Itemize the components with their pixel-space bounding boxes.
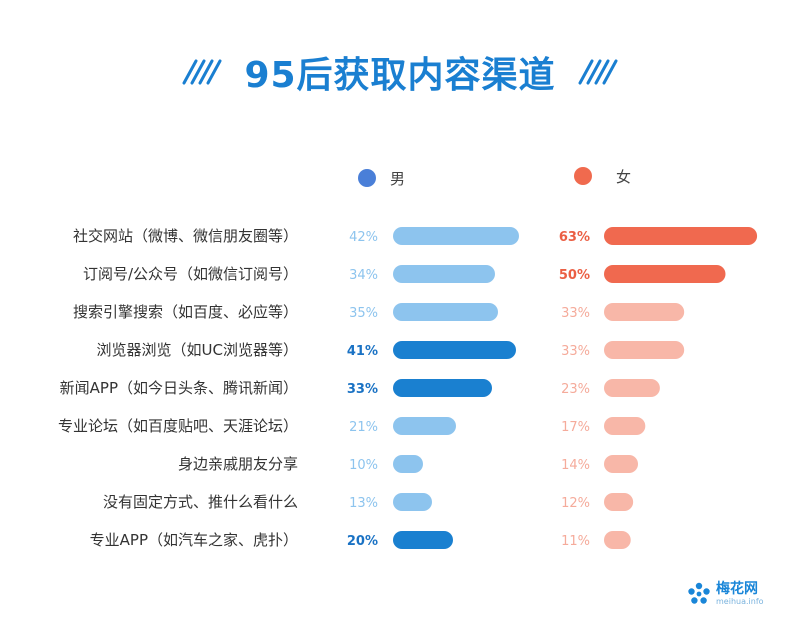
legend-female-dot (574, 167, 592, 185)
female-bar (604, 227, 758, 245)
female-bar (604, 379, 660, 397)
male-bar (393, 493, 432, 511)
female-value-label: 17% (561, 420, 590, 435)
male-bar (393, 455, 423, 473)
male-bar (393, 341, 516, 359)
male-value-label: 33% (347, 382, 378, 397)
female-value-label: 14% (561, 458, 590, 473)
female-value-label: 33% (561, 344, 590, 359)
male-bar (393, 531, 453, 549)
male-bar (393, 417, 456, 435)
male-value-label: 21% (349, 420, 378, 435)
female-value-label: 63% (559, 230, 590, 245)
male-value-label: 13% (349, 496, 378, 511)
female-value-label: 12% (561, 496, 590, 511)
male-bar (393, 227, 519, 245)
female-bar (604, 493, 634, 511)
female-value-label: 11% (561, 534, 590, 549)
flower-logo-icon (688, 582, 710, 604)
female-bar (604, 455, 639, 473)
category-label: 身边亲戚朋友分享 (178, 455, 298, 473)
logo-domain: meihua.info (716, 597, 764, 606)
male-value-label: 34% (349, 268, 378, 283)
male-bar (393, 265, 495, 283)
female-value-label: 33% (561, 306, 590, 321)
category-label: 订阅号/公众号（如微信订阅号） (83, 265, 298, 283)
male-bar (393, 303, 498, 321)
category-label: 专业论坛（如百度贴吧、天涯论坛） (58, 417, 298, 435)
legend-male-dot (358, 169, 376, 187)
female-value-label: 23% (561, 382, 590, 397)
female-value-label: 50% (559, 268, 590, 283)
meihua-logo: 梅花网 meihua.info (686, 578, 776, 610)
category-label: 没有固定方式、推什么看什么 (103, 493, 298, 511)
female-bar (604, 265, 726, 283)
male-value-label: 41% (347, 344, 378, 359)
category-label: 搜索引擎搜索（如百度、必应等） (73, 303, 298, 321)
category-label: 浏览器浏览（如UC浏览器等） (97, 341, 298, 359)
male-value-label: 35% (349, 306, 378, 321)
title-bar: 95后获取内容渠道 (0, 44, 800, 100)
legend: 男 女 (358, 167, 631, 188)
logo-name: 梅花网 (716, 581, 758, 597)
female-bar (604, 531, 631, 549)
category-label: 新闻APP（如今日头条、腾讯新闻） (60, 379, 298, 397)
legend-male-label: 男 (390, 170, 405, 188)
chart-title: 95后获取内容渠道 (244, 55, 556, 96)
female-bar (604, 417, 646, 435)
right-slashes-icon (578, 59, 618, 85)
legend-female-label: 女 (616, 168, 631, 186)
male-bar (393, 379, 492, 397)
left-slashes-icon (182, 59, 222, 85)
male-value-label: 10% (349, 458, 378, 473)
category-label: 社交网站（微博、微信朋友圈等） (73, 227, 298, 245)
female-bar (604, 341, 685, 359)
male-value-label: 20% (347, 534, 378, 549)
female-bar (604, 303, 685, 321)
male-value-label: 42% (349, 230, 378, 245)
category-label: 专业APP（如汽车之家、虎扑） (90, 531, 298, 549)
